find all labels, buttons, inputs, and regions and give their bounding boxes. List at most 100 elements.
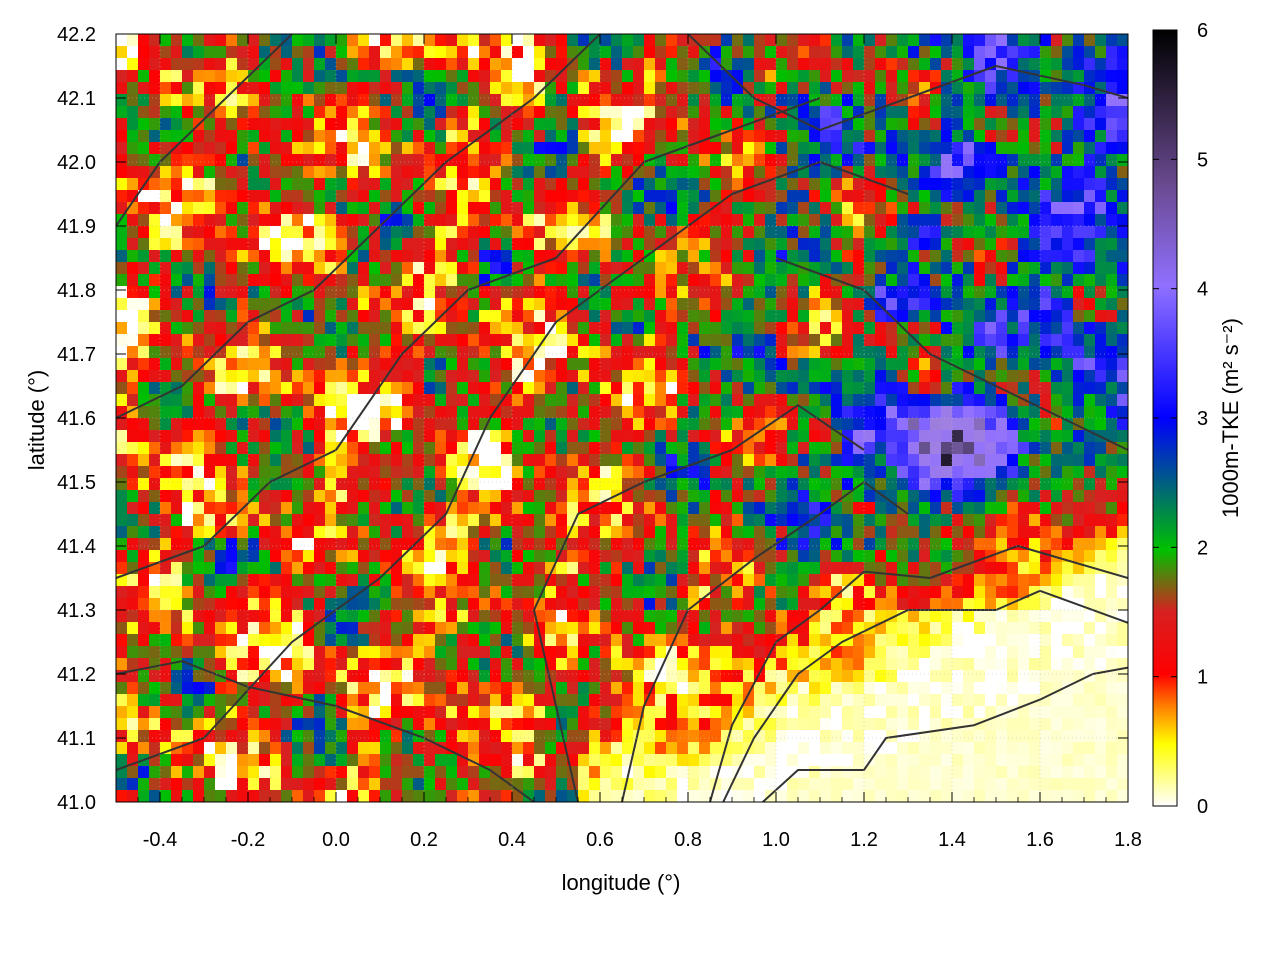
heatmap-cell [919,94,931,107]
heatmap-cell [204,298,216,311]
heatmap-cell [1117,346,1128,359]
heatmap-cell [853,622,865,635]
heatmap-cell [908,142,920,155]
heatmap-cell [358,130,370,143]
heatmap-cell [1062,358,1074,371]
heatmap-cell [501,370,513,383]
heatmap-cell [930,502,942,515]
heatmap-cell [677,370,689,383]
heatmap-cell [677,34,689,47]
heatmap-cell [127,418,139,431]
heatmap-cell [127,610,139,623]
heatmap-cell [556,238,568,251]
heatmap-cell [875,298,887,311]
heatmap-cell [424,358,436,371]
heatmap-cell [787,130,799,143]
heatmap-cell [534,418,546,431]
heatmap-cell [534,442,546,455]
heatmap-cell [325,394,337,407]
heatmap-cell [259,334,271,347]
heatmap-cell [248,154,260,167]
heatmap-cell [666,298,678,311]
heatmap-cell [787,562,799,575]
heatmap-cell [644,586,656,599]
heatmap-cell [567,562,579,575]
heatmap-cell [831,346,843,359]
heatmap-cell [875,118,887,131]
heatmap-cell [490,190,502,203]
heatmap-cell [314,274,326,287]
heatmap-cell [556,214,568,227]
heatmap-cell [864,130,876,143]
heatmap-cell [864,646,876,659]
heatmap-cell [655,562,667,575]
heatmap-cell [655,454,667,467]
heatmap-cell [380,358,392,371]
heatmap-cell [1084,622,1096,635]
heatmap-cell [567,358,579,371]
heatmap-cell [270,334,282,347]
heatmap-cell [721,58,733,71]
heatmap-cell [743,46,755,59]
heatmap-cell [974,598,986,611]
heatmap-cell [567,214,579,227]
heatmap-cell [281,526,293,539]
heatmap-cell [138,382,150,395]
heatmap-cell [1040,490,1052,503]
heatmap-cell [974,130,986,143]
heatmap-cell [655,622,667,635]
heatmap-cell [919,250,931,263]
heatmap-cell [171,334,183,347]
heatmap-cell [182,178,194,191]
heatmap-cell [490,226,502,239]
heatmap-cell [908,310,920,323]
heatmap-cell [974,562,986,575]
heatmap-cell [655,550,667,563]
heatmap-cell [369,190,381,203]
heatmap-cell [391,430,403,443]
heatmap-cell [1106,190,1118,203]
heatmap-cell [765,70,777,83]
heatmap-cell [974,358,986,371]
heatmap-cell [952,298,964,311]
heatmap-cell [974,430,986,443]
heatmap-cell [743,658,755,671]
heatmap-cell [776,454,788,467]
heatmap-cell [501,154,513,167]
heatmap-cell [556,298,568,311]
heatmap-cell [963,298,975,311]
heatmap-cell [787,598,799,611]
heatmap-cell [732,562,744,575]
heatmap-cell [226,286,238,299]
heatmap-cell [809,646,821,659]
heatmap-cell [347,454,359,467]
heatmap-cell [743,190,755,203]
heatmap-cell [622,394,634,407]
heatmap-cell [193,262,205,275]
heatmap-cell [589,58,601,71]
heatmap-cell [633,514,645,527]
heatmap-cell [402,130,414,143]
heatmap-cell [633,406,645,419]
heatmap-cell [248,502,260,515]
heatmap-cell [567,202,579,215]
heatmap-cell [358,586,370,599]
heatmap-cell [1062,646,1074,659]
heatmap-cell [897,562,909,575]
heatmap-cell [864,526,876,539]
heatmap-cell [963,94,975,107]
heatmap-cell [369,310,381,323]
heatmap-cell [1084,598,1096,611]
heatmap-cell [149,334,161,347]
heatmap-cell [721,394,733,407]
heatmap-cell [655,310,667,323]
heatmap-cell [644,562,656,575]
heatmap-cell [391,310,403,323]
heatmap-cell [1073,550,1085,563]
heatmap-cell [446,226,458,239]
heatmap-cell [358,226,370,239]
heatmap-cell [116,382,128,395]
heatmap-cell [138,82,150,95]
heatmap-cell [732,190,744,203]
heatmap-cell [523,334,535,347]
